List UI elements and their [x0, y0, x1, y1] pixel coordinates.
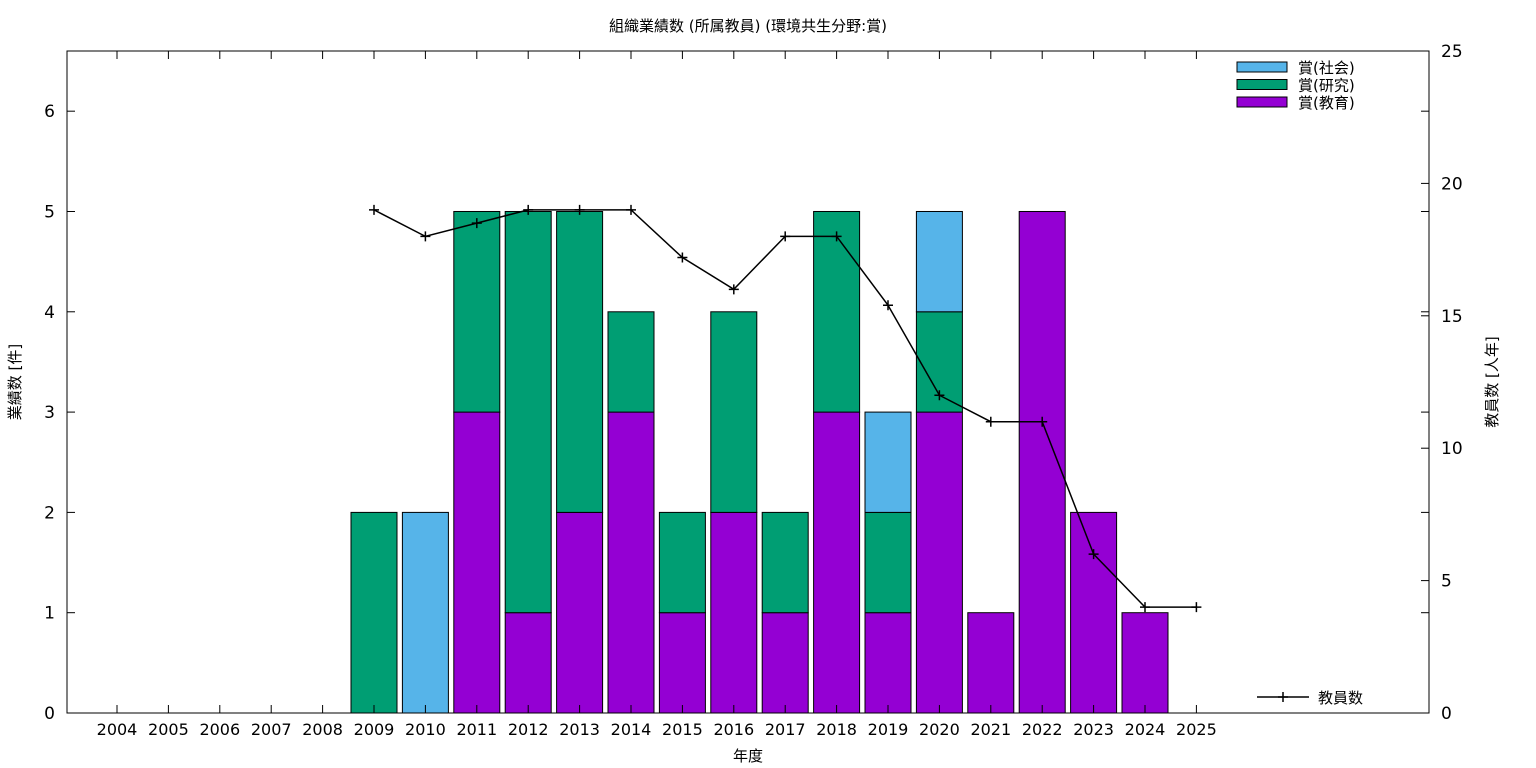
x-tick-label: 2017 — [765, 720, 806, 739]
line-point — [1140, 602, 1150, 613]
chart-title: 組織業績数 (所属教員) (環境共生分野:賞) — [609, 17, 887, 35]
x-tick-label: 2010 — [405, 720, 446, 739]
x-tick-label: 2015 — [662, 720, 703, 739]
y2-tick-label: 0 — [1441, 704, 1452, 724]
y-tick-label: 4 — [44, 303, 55, 323]
bar-segment — [658, 612, 706, 714]
bar-segment — [504, 210, 552, 614]
x-tick-label: 2009 — [354, 720, 395, 739]
x-tick-label: 2011 — [456, 720, 497, 739]
y-axis-label: 業績数 [件] — [6, 344, 24, 420]
x-tick-label: 2021 — [970, 720, 1011, 739]
bar-segment — [504, 612, 552, 714]
bar-segment — [915, 411, 963, 714]
y-tick-label: 3 — [44, 403, 55, 423]
line-point — [369, 204, 379, 215]
legend: 賞(社会)賞(研究)賞(教育) 教員数 — [1236, 59, 1363, 707]
legend-label: 賞(教育) — [1298, 94, 1355, 112]
x-tick-label: 2022 — [1022, 720, 1063, 739]
x-tick-label: 2016 — [713, 720, 754, 739]
x-tick-label: 2018 — [816, 720, 857, 739]
bar-segment — [864, 411, 912, 513]
x-tick-label: 2024 — [1125, 720, 1166, 739]
bar-segment — [1070, 511, 1118, 714]
x-tick-label: 2025 — [1176, 720, 1217, 739]
legend-swatch — [1236, 79, 1288, 90]
line-point — [677, 252, 688, 263]
legend-line-marker — [1278, 692, 1288, 702]
line-point — [883, 300, 893, 311]
line-point — [985, 416, 996, 427]
bar-segment — [1121, 612, 1169, 714]
bar-segment — [556, 511, 604, 714]
bar-segment — [710, 511, 758, 714]
x-tick-label: 2004 — [97, 720, 138, 739]
line-point — [780, 231, 791, 242]
x-axis-label: 年度 — [733, 747, 763, 765]
x-tick-label: 2008 — [302, 720, 343, 739]
line-point — [831, 231, 842, 242]
legend-label: 賞(研究) — [1298, 77, 1355, 95]
x-tick-label: 2013 — [559, 720, 600, 739]
bar-segment — [453, 411, 501, 714]
bar-segment — [761, 511, 809, 614]
bar-segment — [761, 612, 809, 714]
bar-segment — [556, 210, 604, 513]
bar-segment — [607, 311, 655, 413]
x-tick-label: 2020 — [919, 720, 960, 739]
bar-segment — [864, 511, 912, 614]
line-point — [728, 284, 739, 295]
y2-axis-label: 教員数 [人年] — [1483, 336, 1501, 427]
x-tick-label: 2023 — [1073, 720, 1114, 739]
bar-segment — [915, 210, 963, 313]
line-point — [626, 204, 636, 215]
bar-segment — [813, 210, 861, 413]
bar-segment — [658, 511, 706, 614]
bar-segment — [864, 612, 912, 714]
x-tick-label: 2006 — [199, 720, 240, 739]
y-tick-label: 2 — [44, 503, 55, 523]
x-tick-label: 2005 — [148, 720, 189, 739]
line-point — [523, 204, 534, 215]
x-tick-label: 2014 — [611, 720, 652, 739]
x-tick-label: 2012 — [508, 720, 549, 739]
y-tick-label: 5 — [44, 202, 55, 222]
y2-tick-label: 15 — [1441, 307, 1463, 327]
bar-segment — [350, 511, 398, 714]
bar-segment — [967, 612, 1015, 714]
line-point — [471, 218, 482, 229]
y2-tick-label: 10 — [1441, 439, 1463, 459]
line-point — [1191, 602, 1202, 613]
line-point — [574, 204, 585, 215]
x-tick-label: 2007 — [251, 720, 292, 739]
y-tick-label: 6 — [44, 102, 55, 122]
bar-segment — [710, 311, 758, 513]
bar-segment — [401, 511, 449, 714]
y2-tick-label: 20 — [1441, 174, 1463, 194]
line-point — [420, 231, 431, 242]
y2-tick-label: 25 — [1441, 42, 1463, 62]
legend-line-label: 教員数 — [1318, 689, 1363, 707]
line-point — [934, 390, 945, 401]
bars-layer — [350, 210, 1169, 714]
bar-segment — [813, 411, 861, 714]
bar-segment — [453, 210, 501, 413]
legend-label: 賞(社会) — [1298, 59, 1355, 77]
legend-swatch — [1236, 96, 1288, 108]
line-point — [1037, 416, 1048, 427]
legend-swatch — [1236, 61, 1288, 73]
bar-segment — [607, 411, 655, 714]
line-layer — [369, 204, 1202, 613]
y-tick-label: 1 — [44, 604, 55, 624]
line-point — [1088, 549, 1099, 560]
x-tick-label: 2019 — [868, 720, 909, 739]
y2-tick-label: 5 — [1441, 572, 1452, 592]
y-tick-label: 0 — [44, 704, 55, 724]
